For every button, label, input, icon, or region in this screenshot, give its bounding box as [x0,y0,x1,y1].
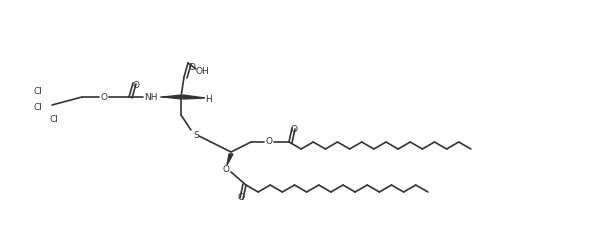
Text: O: O [290,126,298,134]
Text: Cl: Cl [34,102,42,112]
Text: Cl: Cl [34,88,42,96]
Text: S: S [193,130,199,140]
Text: OH: OH [195,68,209,76]
Text: O: O [222,166,230,174]
Polygon shape [183,95,205,99]
Polygon shape [163,95,182,99]
Text: O: O [100,92,108,102]
Text: O: O [133,80,139,90]
Text: O: O [189,62,196,72]
Text: Cl: Cl [49,114,59,124]
Text: H: H [206,94,213,104]
Polygon shape [227,154,233,165]
Text: NH: NH [144,92,158,102]
Text: O: O [238,194,244,202]
Text: O: O [266,138,273,146]
